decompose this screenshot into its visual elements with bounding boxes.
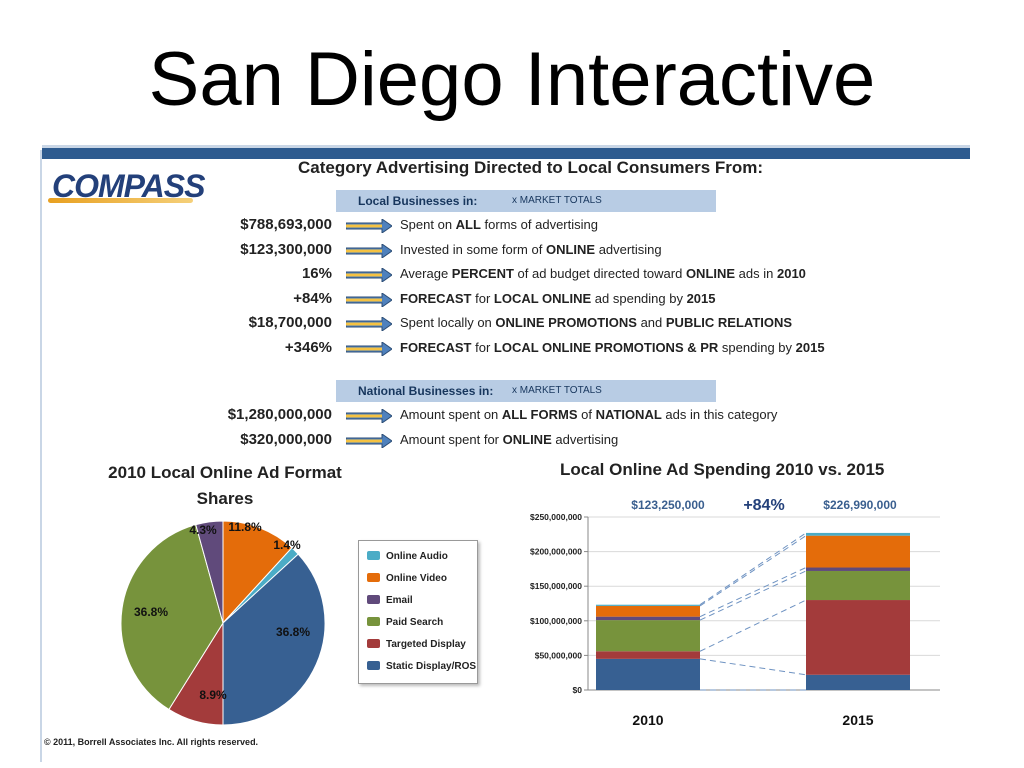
amount-value: +346%: [284, 338, 332, 356]
national-section-bar: National Businesses in: x MARKET TOTALS: [336, 380, 716, 402]
right-arrow-icon: [346, 433, 392, 448]
amount-value: 16%: [301, 265, 332, 282]
description-text: Spent on ALL forms of advertising: [400, 217, 598, 232]
connector-line: [699, 658, 807, 676]
amount-value: $123,300,000: [240, 240, 332, 258]
pie-slice-static-display-ros: [222, 553, 326, 725]
change-label: +84%: [743, 497, 784, 514]
compass-logo: COMPASS: [48, 168, 205, 205]
description-text: Spent locally on ONLINE PROMOTIONS and P…: [400, 315, 793, 330]
bar-segment-2010-static-display-ros: [596, 658, 700, 690]
slide-title: San Diego Interactive: [148, 37, 876, 122]
amount-value: $788,693,000: [240, 216, 332, 233]
legend-label: Static Display/ROS: [386, 661, 477, 672]
legend-item: Targeted Display: [367, 639, 466, 650]
pie-data-label: 4.3%: [189, 523, 217, 537]
y-tick-label: $100,000,000: [530, 616, 582, 626]
right-arrow-icon: [346, 341, 392, 356]
bar-segment-2015-paid-search: [806, 570, 910, 601]
right-arrow-icon: [346, 268, 392, 282]
connector-line: [699, 535, 807, 607]
legend-swatch: [367, 661, 380, 670]
y-tick-label: $0: [573, 685, 583, 695]
pie-chart: 1.4% 11.8% 4.3% 36.8% 8.9% 36.8%: [120, 520, 326, 725]
bar-segment-2015-targeted-display: [806, 600, 910, 675]
legend-label: Online Audio: [386, 551, 448, 562]
right-arrow-icon: [346, 219, 392, 233]
legend-label: Paid Search: [386, 617, 444, 628]
legend-swatch: [367, 595, 380, 604]
bar-total-label: $226,990,000: [823, 498, 897, 512]
legend-swatch: [367, 573, 380, 582]
pie-chart-title: 2010 Local Online Ad Format Shares: [108, 463, 342, 508]
bar-segment-2010-online-video: [596, 605, 700, 617]
infographic-heading: Category Advertising Directed to Local C…: [298, 158, 764, 177]
pie-legend: Online Audio Online Video Email Paid Search…: [358, 540, 478, 684]
bar-segment-2015-static-display-ros: [806, 674, 910, 690]
amount-value: $18,700,000: [248, 314, 332, 331]
bar-segment-2010-email: [596, 616, 700, 621]
legend-item: Paid Search: [367, 617, 443, 628]
amount-value: +84%: [293, 289, 332, 307]
bar-segment-2015-online-video: [806, 535, 910, 568]
connector-line: [699, 567, 807, 618]
bar-chart-title: Local Online Ad Spending 2010 vs. 2015: [560, 460, 885, 479]
national-section-label: National Businesses in:: [358, 384, 494, 398]
bar-segment-2015-online-audio: [806, 532, 910, 536]
right-arrow-icon: [346, 243, 392, 258]
bar-segment-2010-online-audio: [596, 604, 700, 606]
left-rule: [40, 150, 42, 762]
local-section-bar: Local Businesses in: x MARKET TOTALS: [336, 190, 716, 212]
logo-swoosh-icon: [48, 198, 193, 203]
description-text: Amount spent on ALL FORMS of NATIONAL ad…: [400, 407, 778, 422]
connector-line: [699, 599, 807, 652]
pie-slice-paid-search: [120, 524, 224, 711]
description-text: FORECAST for LOCAL ONLINE PROMOTIONS & P…: [400, 339, 825, 355]
pie-data-label: 36.8%: [276, 625, 310, 639]
description-text: Amount spent for ONLINE advertising: [400, 431, 619, 447]
y-tick-label: $200,000,000: [530, 547, 582, 557]
description-text: Invested in some form of ONLINE advertis…: [400, 241, 662, 257]
legend-swatch: [367, 551, 380, 560]
description-text: FORECAST for LOCAL ONLINE ad spending by…: [400, 290, 716, 306]
pie-data-label: 1.4%: [273, 538, 301, 552]
local-section-label: Local Businesses in:: [358, 194, 478, 208]
x-tick-label: 2015: [842, 712, 873, 728]
legend-item: Online Audio: [367, 551, 448, 562]
amount-value: $1,280,000,000: [227, 406, 332, 423]
y-tick-label: $50,000,000: [535, 650, 583, 660]
bar-chart: $0 $50,000,000 $100,000,000 $150,000,000 $20…: [530, 497, 940, 728]
pie-data-label: 36.8%: [134, 605, 168, 619]
pie-slice-email: [195, 520, 224, 624]
bar-segment-2010-paid-search: [596, 620, 700, 652]
legend-item: Email: [367, 595, 413, 606]
right-arrow-icon: [346, 317, 392, 331]
y-tick-label: $250,000,000: [530, 512, 582, 522]
legend-item: Online Video: [367, 573, 447, 584]
bar-segment-2010-targeted-display: [596, 651, 700, 659]
amount-value: $320,000,000: [240, 430, 332, 448]
pie-data-label: 8.9%: [199, 688, 227, 702]
connector-line: [699, 532, 807, 606]
description-text: Average PERCENT of ad budget directed to…: [400, 266, 806, 281]
local-section-sublabel: x MARKET TOTALS: [512, 195, 602, 206]
header-bar: [42, 145, 970, 159]
legend-label: Email: [386, 595, 413, 606]
legend-swatch: [367, 639, 380, 648]
legend-item: Static Display/ROS: [367, 661, 476, 672]
x-tick-label: 2010: [632, 712, 663, 728]
pie-data-label: 11.8%: [228, 520, 262, 534]
national-section-sublabel: x MARKET TOTALS: [512, 385, 602, 396]
legend-swatch: [367, 617, 380, 626]
legend-label: Targeted Display: [386, 639, 466, 650]
right-arrow-icon: [346, 409, 392, 423]
pie-slice-online-video: [222, 520, 293, 625]
right-arrow-icon: [346, 292, 392, 307]
bar-total-label: $123,250,000: [631, 498, 705, 512]
y-tick-label: $150,000,000: [530, 581, 582, 591]
bar-segment-2015-email: [806, 567, 910, 571]
legend-label: Online Video: [386, 573, 447, 584]
copyright-text: © 2011, Borrell Associates Inc. All righ…: [44, 737, 259, 747]
connector-line: [699, 570, 807, 621]
